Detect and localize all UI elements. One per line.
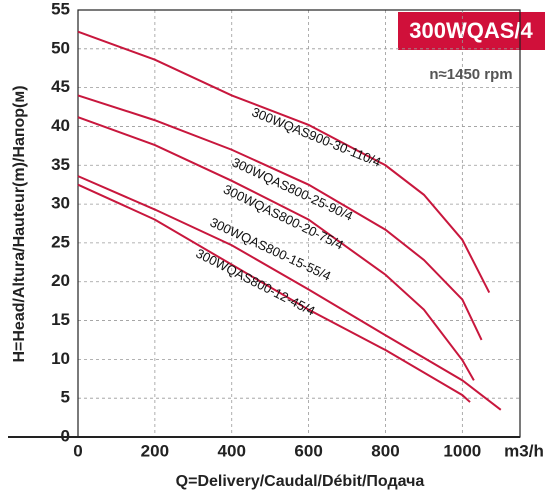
y-tick-label: 35 [51,155,70,174]
chart-title: 300WQAS/4 [409,18,533,43]
y-axis-title: H=Head/Altura/Hauteur(m)/Напор(м) [11,85,28,362]
curve [77,116,475,381]
curve [77,30,491,294]
y-tick-label: 5 [61,388,70,407]
x-tick-label: 600 [294,441,322,460]
y-tick-label: 50 [51,38,70,57]
y-tick-label: 55 [51,0,70,18]
curve-label: 300WQAS900-30-110/4 [250,104,383,170]
x-tick-label: 0 [73,441,82,460]
y-tick-label: 10 [51,349,70,368]
x-tick-label: 800 [371,441,399,460]
x-tick-label: 400 [218,441,246,460]
x-tick-label: 1000 [443,441,481,460]
curve [77,175,502,411]
y-tick-label: 25 [51,232,70,251]
y-tick-label: 45 [51,77,70,96]
curve [77,183,471,403]
y-tick-label: 30 [51,194,70,213]
y-tick-label: 0 [61,426,70,445]
x-axis-title: Q=Delivery/Caudal/Débit/Подача [176,473,425,490]
y-tick-label: 15 [51,310,70,329]
y-tick-label: 20 [51,271,70,290]
x-tick-label: 200 [141,441,169,460]
speed-note: n≈1450 rpm [429,66,512,83]
x-unit: m3/h [504,441,544,460]
y-tick-label: 40 [51,116,70,135]
curve [77,94,483,341]
